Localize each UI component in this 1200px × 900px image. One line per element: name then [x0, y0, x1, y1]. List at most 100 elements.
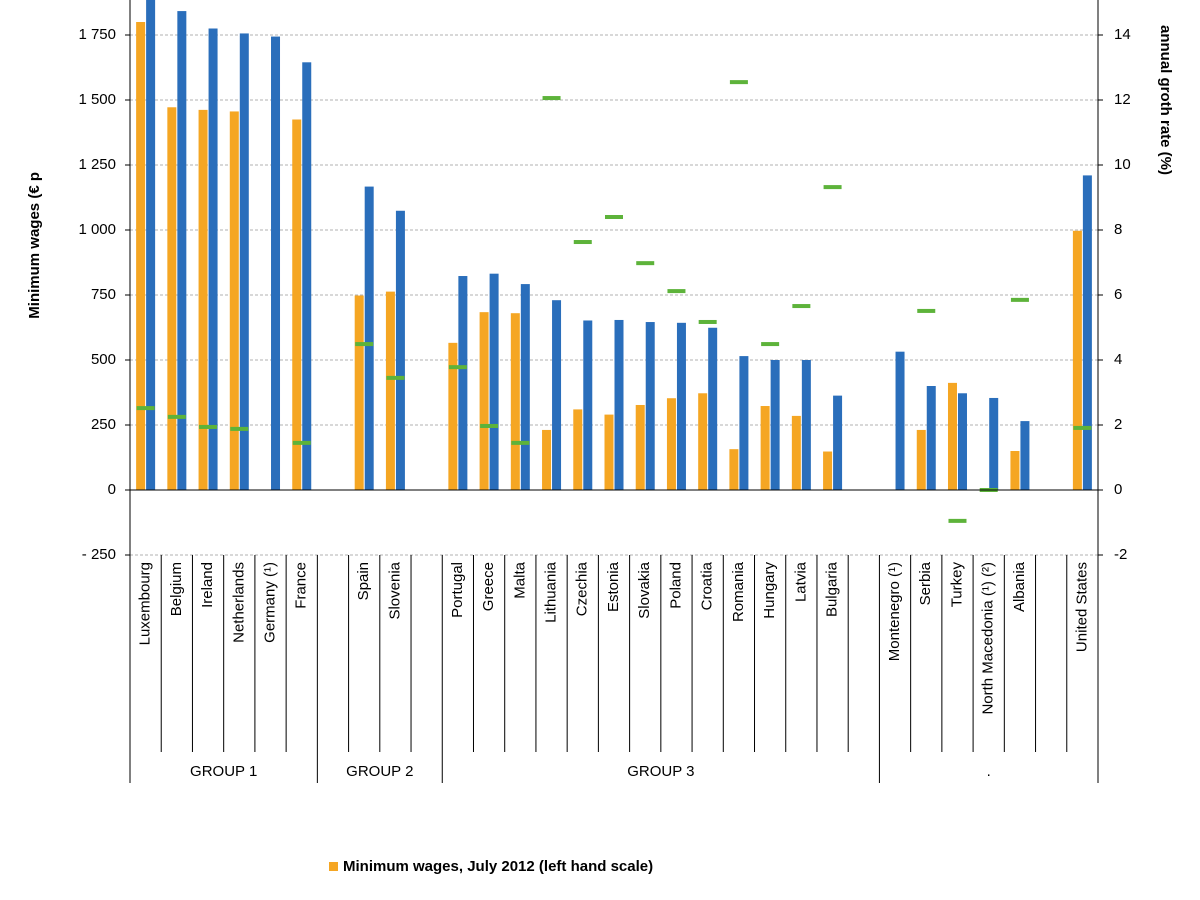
bar — [833, 395, 843, 490]
bar — [542, 429, 552, 490]
bar — [614, 319, 624, 490]
bar — [739, 356, 749, 490]
x-tick-label: Serbia — [917, 561, 934, 605]
bar — [364, 186, 374, 490]
legend-swatch — [329, 862, 338, 871]
growth-marker — [605, 215, 623, 219]
y-tick-label: 1 250 — [78, 156, 116, 173]
x-tick-label: United States — [1073, 562, 1090, 652]
bar — [1020, 421, 1030, 490]
y2-tick-label: -2 — [1114, 546, 1127, 563]
bar — [989, 397, 999, 490]
growth-marker — [480, 423, 499, 428]
x-tick-label: Germany (¹) — [261, 562, 278, 643]
bar — [302, 62, 312, 491]
growth-marker — [292, 440, 311, 445]
bar — [292, 119, 302, 490]
x-tick-label: Greece — [480, 562, 497, 611]
bar — [895, 351, 905, 490]
y2-tick-label: 0 — [1114, 481, 1122, 498]
x-tick-label: Bulgaria — [824, 561, 841, 617]
group-label: GROUP 3 — [627, 763, 694, 780]
y2-tick-label: 6 — [1114, 286, 1122, 303]
bar — [395, 210, 405, 490]
x-tick-label: Romania — [730, 561, 747, 622]
bar — [354, 295, 364, 490]
x-tick-label: Turkey — [948, 562, 965, 608]
growth-marker — [1010, 297, 1029, 302]
y2-tick-label: 2 — [1114, 416, 1122, 433]
growth-marker — [136, 406, 155, 411]
y2-axis-title: annual groth rate (%) — [1157, 25, 1174, 175]
growth-marker — [448, 365, 467, 370]
bar — [729, 449, 739, 490]
x-tick-label: Belgium — [168, 562, 185, 616]
x-tick-label: Czechia — [574, 561, 591, 616]
y-tick-label: - 250 — [82, 546, 116, 563]
x-tick-label: Slovakia — [636, 561, 653, 618]
y2-tick-label: 12 — [1114, 91, 1131, 108]
y-tick-label: 0 — [108, 481, 116, 498]
group-label: GROUP 2 — [346, 763, 413, 780]
bar — [676, 322, 686, 490]
growth-marker — [386, 375, 405, 380]
bar — [552, 300, 562, 490]
bar — [510, 313, 520, 490]
bar — [385, 291, 395, 490]
bar — [583, 320, 593, 490]
bar — [146, 0, 156, 491]
bar — [708, 327, 718, 490]
growth-marker — [823, 185, 842, 190]
bar — [229, 111, 239, 490]
x-tick-label: Croatia — [699, 561, 716, 610]
bar — [458, 276, 468, 490]
growth-marker — [542, 96, 561, 101]
bar — [479, 312, 489, 490]
x-tick-label: Latvia — [792, 561, 809, 602]
x-tick-label: North Macedonia (¹) (²) — [980, 562, 997, 715]
growth-marker — [761, 342, 780, 347]
bar — [177, 11, 187, 491]
x-tick-label: Estonia — [605, 561, 622, 612]
x-tick-label: Lithuania — [543, 561, 560, 623]
bar — [770, 360, 780, 490]
group-label: GROUP 1 — [190, 763, 257, 780]
y-tick-label: 500 — [91, 351, 116, 368]
growth-marker — [729, 80, 748, 85]
bar — [239, 33, 249, 490]
growth-marker — [1073, 425, 1092, 430]
y-tick-label: 1 000 — [78, 221, 116, 238]
x-tick-label: Poland — [667, 562, 684, 609]
bar — [957, 393, 967, 490]
bar — [604, 414, 614, 490]
bar — [448, 342, 458, 490]
growth-marker — [667, 289, 686, 294]
bar — [635, 404, 645, 490]
bar — [271, 36, 281, 491]
y-tick-label: 1 500 — [78, 91, 116, 108]
bar — [645, 322, 655, 490]
bar — [801, 360, 811, 490]
y-tick-label: 250 — [91, 416, 116, 433]
growth-marker — [355, 342, 374, 347]
bar — [698, 393, 708, 490]
bar — [666, 398, 676, 490]
group-label: . — [987, 763, 991, 780]
bar — [1010, 451, 1020, 490]
growth-marker — [511, 440, 530, 445]
growth-marker — [698, 319, 717, 324]
y-tick-label: 1 750 — [78, 26, 116, 43]
bar — [823, 451, 833, 490]
x-tick-label: Albania — [1011, 561, 1028, 612]
bar — [947, 382, 957, 490]
growth-marker — [230, 426, 249, 431]
growth-marker — [948, 518, 967, 523]
legend-label: Minimum wages, July 2012 (left hand scal… — [343, 858, 653, 875]
y2-tick-label: 10 — [1114, 156, 1131, 173]
growth-marker — [917, 308, 936, 313]
x-tick-label: Spain — [355, 562, 372, 600]
bar — [167, 107, 177, 490]
growth-marker — [573, 240, 592, 245]
bar — [1072, 230, 1082, 490]
